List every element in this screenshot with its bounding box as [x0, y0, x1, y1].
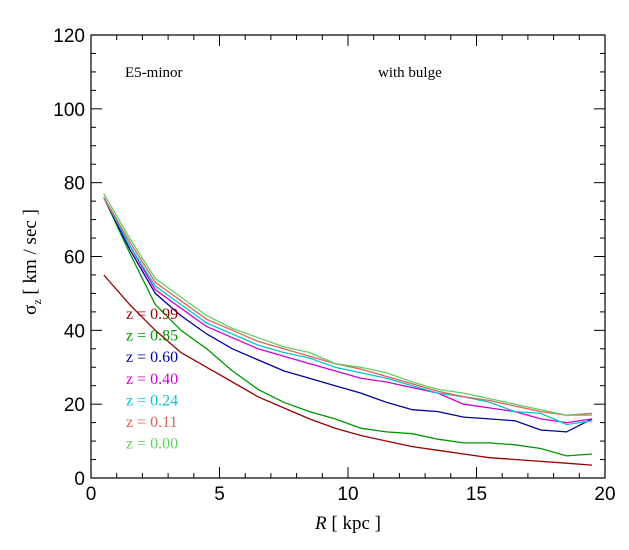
series-line-2: [103, 197, 593, 433]
plot-border: [90, 34, 606, 479]
x-tick-label: 10: [337, 484, 358, 505]
y-axis-title: σz [ km / sec ]: [20, 209, 44, 315]
x-axis-title: R [ kpc ]: [314, 513, 381, 534]
y-tick-label: 80: [64, 174, 85, 195]
annotation-model: E5-minor: [125, 65, 183, 81]
series-line-1: [103, 197, 593, 457]
legend-entry-6: z = 0.00: [126, 436, 178, 453]
x-axis-title-unit: [ kpc ]: [327, 513, 381, 534]
legend: z = 0.99 z = 0.85 z = 0.60 z = 0.40 z = 0.24…: [126, 306, 178, 453]
x-tick-label: 15: [466, 484, 487, 505]
annotation-bulge: with bulge: [378, 65, 442, 81]
series-line-4: [103, 197, 593, 426]
y-tick-label: 40: [64, 321, 85, 342]
y-tick-label: 0: [74, 469, 85, 490]
legend-entry-2: z = 0.60: [126, 349, 178, 366]
y-tick-label: 60: [64, 248, 85, 269]
y-axis-title-symbol: σ: [20, 305, 41, 315]
y-tick-label: 120: [53, 26, 85, 47]
legend-entry-5: z = 0.11: [126, 414, 178, 431]
series-lines: [103, 193, 593, 466]
axis-ticks: [90, 34, 606, 479]
x-tick-label: 5: [214, 484, 225, 505]
x-tick-label: 0: [86, 484, 97, 505]
y-tick-label: 100: [53, 100, 85, 121]
legend-entry-4: z = 0.24: [126, 392, 178, 409]
y-axis-title-unit: [ km / sec ]: [20, 209, 41, 299]
y-tick-label: 20: [64, 395, 85, 416]
series-line-6: [103, 193, 593, 416]
axis-tick-labels: 0 5 10 15 20 0 20 40 60 80 100 120: [53, 26, 615, 505]
legend-entry-0: z = 0.99: [126, 306, 178, 323]
x-tick-label: 20: [594, 484, 615, 505]
series-line-0: [103, 274, 593, 466]
legend-entry-1: z = 0.85: [126, 328, 178, 345]
x-axis-title-symbol: R: [314, 513, 327, 534]
series-line-5: [103, 197, 593, 416]
plot-frame: [90, 34, 606, 479]
y-axis-title-subscript: z: [30, 299, 44, 304]
series-line-3: [103, 197, 593, 424]
legend-entry-3: z = 0.40: [126, 371, 178, 388]
